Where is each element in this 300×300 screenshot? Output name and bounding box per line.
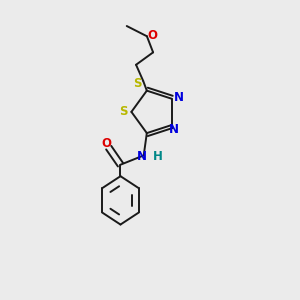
- Text: O: O: [148, 29, 158, 42]
- Text: O: O: [101, 137, 111, 150]
- Text: N: N: [174, 91, 184, 104]
- Text: N: N: [169, 123, 179, 136]
- Text: S: S: [133, 77, 141, 90]
- Text: H: H: [153, 149, 163, 163]
- Text: N: N: [137, 149, 147, 163]
- Text: S: S: [119, 105, 128, 119]
